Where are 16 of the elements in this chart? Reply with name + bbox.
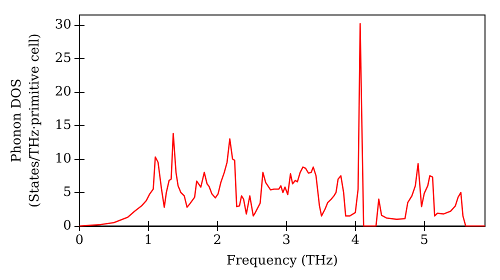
x-axis-title: Frequency (THz) (226, 253, 338, 268)
x-tick-label: 1 (144, 233, 153, 248)
y-tick-label: 25 (54, 51, 72, 66)
x-tick-label: 0 (75, 233, 84, 248)
x-tick-label: 5 (420, 233, 428, 248)
y-tick-label: 10 (54, 152, 72, 167)
x-tick-label: 3 (282, 233, 290, 248)
x-tick-label: 2 (213, 233, 222, 248)
y-tick-label: 5 (63, 185, 72, 200)
x-tick-label: 4 (351, 233, 360, 248)
y-tick-label: 15 (54, 118, 72, 134)
line-series (78, 23, 486, 227)
y-tick-label: 30 (54, 18, 72, 33)
y-tick-label: 0 (63, 218, 72, 234)
y-axis-title: Phonon DOS (States/THz·primitive cell) (10, 33, 42, 208)
y-tick-label: 20 (54, 84, 72, 100)
